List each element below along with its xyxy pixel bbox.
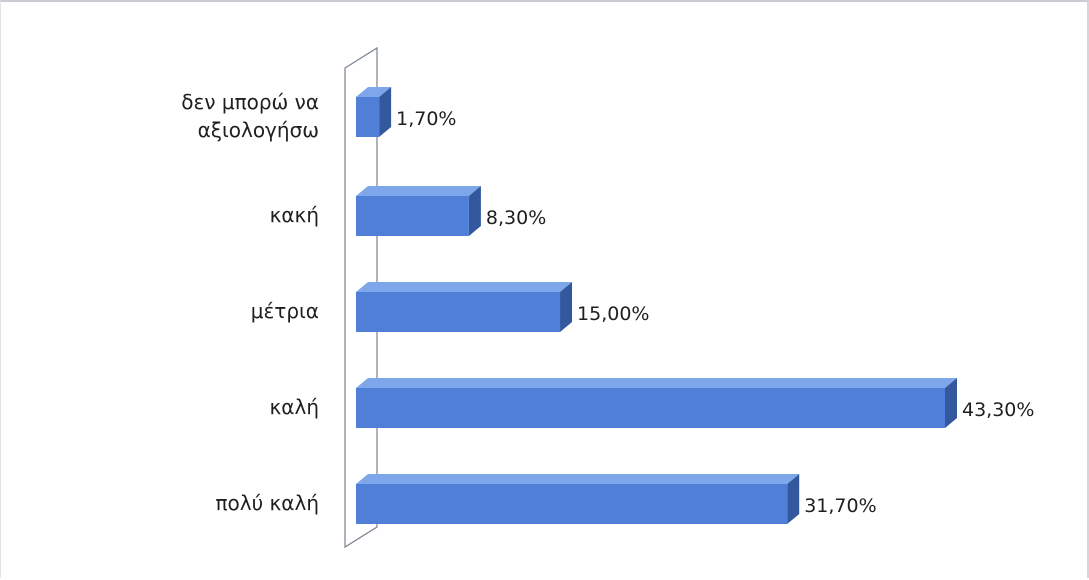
category-label-line: αξιολογήσω [198,118,319,142]
bar [356,186,481,236]
category-label: πολύ καλή [215,491,319,515]
category-label-line: δεν μπορώ να [181,90,319,114]
labels-group: 1,70% δεν μπορώ να αξιολογήσω 8,30% κακή 15,0… [181,90,1034,517]
category-label: δεν μπορώ να αξιολογήσω [181,90,319,142]
bar-top-face [356,474,800,484]
category-label-line: κακή [270,203,319,227]
data-label: 31,70% [804,495,876,517]
bar [356,282,573,332]
bar-side-face [468,186,481,236]
data-label: 15,00% [577,303,649,325]
category-label: καλή [270,395,319,419]
category-label: κακή [270,203,319,227]
data-label: 8,30% [486,207,546,229]
data-label: 1,70% [396,108,456,130]
category-label-line: μέτρια [251,299,319,323]
bar-top-face [356,378,957,388]
bar-side-face [945,378,957,428]
bar-side-face [560,282,573,332]
bar-front-face [356,484,788,524]
bar-side-face [787,474,800,524]
bar-front-face [356,292,561,332]
category-label: μέτρια [251,299,319,323]
data-label: 43,30% [962,399,1034,421]
category-label-line: καλή [270,395,319,419]
bar [356,87,392,137]
bar-side-face [379,87,392,137]
bar-top-face [356,87,392,97]
bar-front-face [356,97,380,137]
bars-group [356,87,957,524]
bar-front-face [356,388,945,428]
bar [356,378,957,428]
bar-top-face [356,186,481,196]
chart-back-wall [344,46,378,549]
bar-top-face [356,282,573,292]
category-label-line: πολύ καλή [215,491,319,515]
bar-front-face [356,196,469,236]
chart-wall [344,46,378,549]
bar [356,474,800,524]
